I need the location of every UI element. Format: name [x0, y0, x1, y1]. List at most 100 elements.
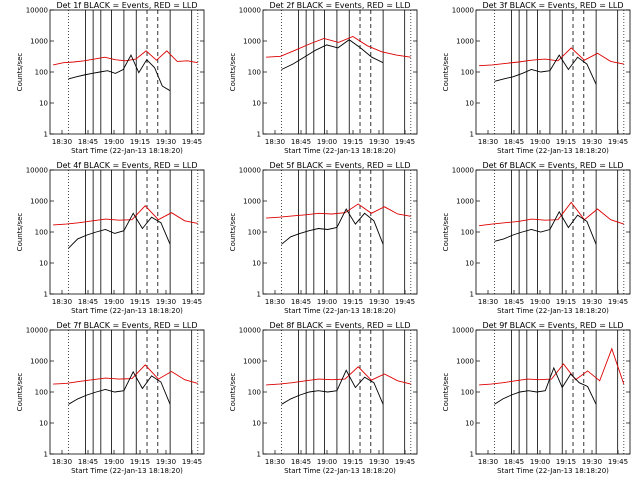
x-tick-label: 19:15: [130, 138, 150, 146]
series-events-line: [494, 366, 597, 405]
x-tick-label: 18:45: [504, 138, 524, 146]
y-tick-label: 10000: [452, 327, 474, 335]
x-tick-label: 19:15: [556, 138, 576, 146]
y-axis-label: Counts/sec: [442, 213, 450, 252]
y-axis-label: Counts/sec: [229, 373, 237, 412]
x-tick-label: 19:15: [556, 298, 576, 306]
chart-title: Det 9f BLACK = Events, RED = LLD: [482, 321, 623, 330]
x-axis-label: Start Time (22-Jan-13 18:18:20): [497, 147, 609, 155]
y-tick-label: 10000: [452, 167, 474, 175]
y-tick-label: 1000: [30, 358, 48, 366]
y-tick-label: 10000: [452, 7, 474, 15]
x-tick-label: 19:45: [182, 458, 202, 466]
x-tick-label: 18:30: [478, 138, 498, 146]
y-axis-label: Counts/sec: [442, 53, 450, 92]
y-tick-label: 1000: [456, 198, 474, 206]
x-tick-label: 19:00: [317, 298, 337, 306]
x-tick-label: 18:30: [52, 138, 72, 146]
x-tick-label: 18:45: [504, 458, 524, 466]
y-tick-label: 100: [461, 229, 474, 237]
panel-det-3: Det 3f BLACK = Events, RED = LLD 1 10 100 10…: [442, 1, 631, 155]
x-tick-label: 19:30: [369, 458, 389, 466]
x-tick-label: 19:15: [130, 298, 150, 306]
plot-frame: [475, 169, 631, 295]
x-tick-label: 19:30: [156, 298, 176, 306]
y-tick-label: 10: [252, 420, 261, 428]
y-tick-label: 10000: [26, 167, 48, 175]
x-tick-label: 18:30: [52, 298, 72, 306]
y-axis-label: Counts/sec: [16, 373, 24, 412]
plot-frame: [49, 9, 205, 135]
x-tick-label: 19:45: [608, 458, 628, 466]
x-tick-label: 18:45: [78, 458, 98, 466]
y-tick-label: 1: [44, 131, 48, 139]
x-tick-label: 19:45: [395, 298, 415, 306]
series-lld-line: [479, 47, 624, 67]
chart-title: Det 6f BLACK = Events, RED = LLD: [482, 161, 623, 170]
y-tick-label: 1: [470, 291, 474, 299]
y-tick-label: 100: [35, 229, 48, 237]
y-tick-label: 100: [461, 389, 474, 397]
chart-title: Det 2f BLACK = Events, RED = LLD: [269, 1, 410, 10]
x-tick-label: 18:45: [291, 458, 311, 466]
x-tick-label: 19:00: [317, 138, 337, 146]
x-tick-label: 19:00: [530, 298, 550, 306]
chart-title: Det 4f BLACK = Events, RED = LLD: [56, 161, 197, 170]
chart-title: Det 5f BLACK = Events, RED = LLD: [269, 161, 410, 170]
x-tick-label: 19:45: [182, 138, 202, 146]
x-tick-label: 19:00: [530, 138, 550, 146]
x-tick-label: 19:00: [530, 458, 550, 466]
x-tick-label: 19:30: [582, 458, 602, 466]
y-tick-label: 100: [461, 69, 474, 77]
series-events-line: [281, 39, 384, 70]
y-tick-label: 1000: [243, 198, 261, 206]
series-lld-line: [266, 35, 411, 58]
panel-det-8: Det 8f BLACK = Events, RED = LLD 1 10 100 10…: [229, 321, 418, 475]
panel-det-7: Det 7f BLACK = Events, RED = LLD 1 10 100 10…: [16, 321, 205, 475]
series-events-line: [68, 54, 171, 92]
series-events-line: [494, 54, 597, 85]
series-lld-line: [479, 201, 624, 227]
x-tick-label: 19:15: [343, 138, 363, 146]
y-tick-label: 1000: [243, 38, 261, 46]
x-tick-label: 18:30: [265, 138, 285, 146]
x-tick-label: 19:45: [608, 298, 628, 306]
y-tick-label: 1000: [243, 358, 261, 366]
x-tick-label: 19:00: [317, 458, 337, 466]
y-axis-label: Counts/sec: [442, 373, 450, 412]
y-axis-label: Counts/sec: [229, 213, 237, 252]
y-tick-label: 1000: [456, 38, 474, 46]
series-lld-line: [266, 366, 411, 386]
plot-frame: [49, 169, 205, 295]
x-tick-label: 19:15: [343, 458, 363, 466]
x-tick-label: 18:45: [78, 138, 98, 146]
y-tick-label: 1: [44, 291, 48, 299]
chart-title: Det 7f BLACK = Events, RED = LLD: [56, 321, 197, 330]
y-tick-label: 10000: [26, 327, 48, 335]
plot-frame: [262, 9, 418, 135]
panel-det-1: Det 1f BLACK = Events, RED = LLD 1 10 100 10…: [16, 1, 205, 155]
series-lld-line: [53, 50, 198, 66]
x-tick-label: 19:00: [104, 138, 124, 146]
y-axis-label: Counts/sec: [16, 213, 24, 252]
y-tick-label: 1: [44, 451, 48, 459]
x-tick-label: 18:30: [478, 298, 498, 306]
x-axis-label: Start Time (22-Jan-13 18:18:20): [71, 467, 183, 475]
series-events-line: [68, 370, 171, 405]
y-tick-label: 1000: [30, 198, 48, 206]
y-tick-label: 10: [39, 260, 48, 268]
x-axis-label: Start Time (22-Jan-13 18:18:20): [71, 307, 183, 315]
y-axis-label: Counts/sec: [229, 53, 237, 92]
x-tick-label: 19:45: [608, 138, 628, 146]
y-tick-label: 10: [39, 100, 48, 108]
series-events-line: [281, 208, 384, 245]
y-tick-label: 1000: [30, 38, 48, 46]
x-tick-label: 18:30: [265, 298, 285, 306]
y-tick-label: 10: [252, 100, 261, 108]
y-tick-label: 10000: [239, 7, 261, 15]
x-tick-label: 19:30: [369, 298, 389, 306]
y-tick-label: 10: [252, 260, 261, 268]
x-tick-label: 19:15: [343, 298, 363, 306]
